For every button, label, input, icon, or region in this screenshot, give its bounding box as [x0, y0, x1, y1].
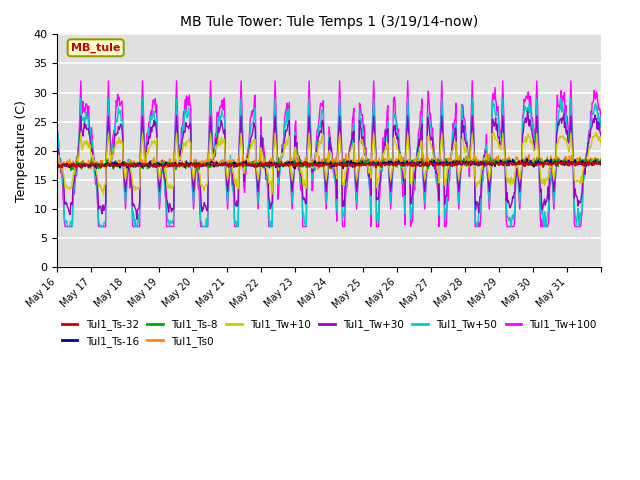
Y-axis label: Temperature (C): Temperature (C)	[15, 100, 28, 202]
Legend: Tul1_Ts-32, Tul1_Ts-16, Tul1_Ts-8, Tul1_Ts0, Tul1_Tw+10, Tul1_Tw+30, Tul1_Tw+50,: Tul1_Ts-32, Tul1_Ts-16, Tul1_Ts-8, Tul1_…	[58, 315, 601, 351]
Title: MB Tule Tower: Tule Temps 1 (3/19/14-now): MB Tule Tower: Tule Temps 1 (3/19/14-now…	[180, 15, 479, 29]
Text: MB_tule: MB_tule	[71, 43, 120, 53]
